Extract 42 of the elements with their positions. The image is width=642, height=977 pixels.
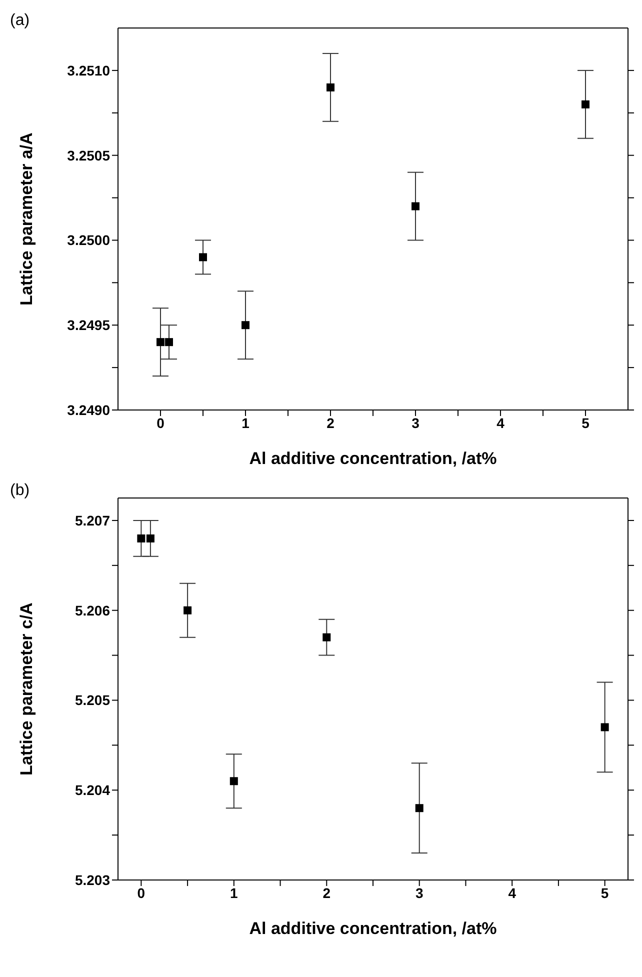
point xyxy=(326,83,334,92)
y-tick-label: 5.206 xyxy=(74,602,110,618)
x-tick-label: 5 xyxy=(582,414,590,431)
x-tick-label: 1 xyxy=(230,884,238,901)
y-tick-label: 3.2510 xyxy=(67,62,110,78)
point xyxy=(146,534,154,542)
point xyxy=(600,723,609,732)
x-tick-label: 3 xyxy=(412,414,420,431)
x-tick-label: 2 xyxy=(322,884,331,901)
x-tick-label: 0 xyxy=(137,884,146,901)
point xyxy=(137,534,146,542)
y-tick-label: 3.2495 xyxy=(67,317,110,334)
point xyxy=(184,606,192,614)
x-tick-label: 0 xyxy=(156,414,165,431)
point xyxy=(412,202,420,210)
y-axis-title: Lattice parameter c/A xyxy=(17,602,36,776)
point xyxy=(230,777,238,786)
y-tick-label: 5.203 xyxy=(74,872,110,888)
x-axis-title: Al additive concentration, /at% xyxy=(249,449,497,468)
text: (a) xyxy=(10,12,30,30)
y-axis-title: Lattice parameter a/A xyxy=(17,132,36,306)
y-tick-label: 3.2490 xyxy=(67,402,110,418)
point xyxy=(415,804,424,812)
y-tick-label: 3.2500 xyxy=(67,232,110,248)
x-tick-label: 1 xyxy=(242,414,250,431)
x-tick-label: 4 xyxy=(508,884,516,901)
point xyxy=(156,338,164,346)
y-tick-label: 5.207 xyxy=(74,512,110,528)
text: (b) xyxy=(10,482,30,500)
y-tick-label: 3.2505 xyxy=(67,147,110,164)
point xyxy=(165,338,173,346)
x-tick-label: 5 xyxy=(600,884,609,901)
x-tick-label: 2 xyxy=(326,414,335,431)
x-tick-label: 4 xyxy=(496,414,505,431)
point xyxy=(582,100,590,108)
x-tick-label: 3 xyxy=(415,884,424,901)
point xyxy=(199,253,207,262)
y-tick-label: 5.205 xyxy=(74,692,110,708)
point xyxy=(322,633,331,642)
y-tick-label: 5.204 xyxy=(74,782,110,798)
x-axis-title: Al additive concentration, /at% xyxy=(249,919,497,938)
point xyxy=(242,321,250,330)
